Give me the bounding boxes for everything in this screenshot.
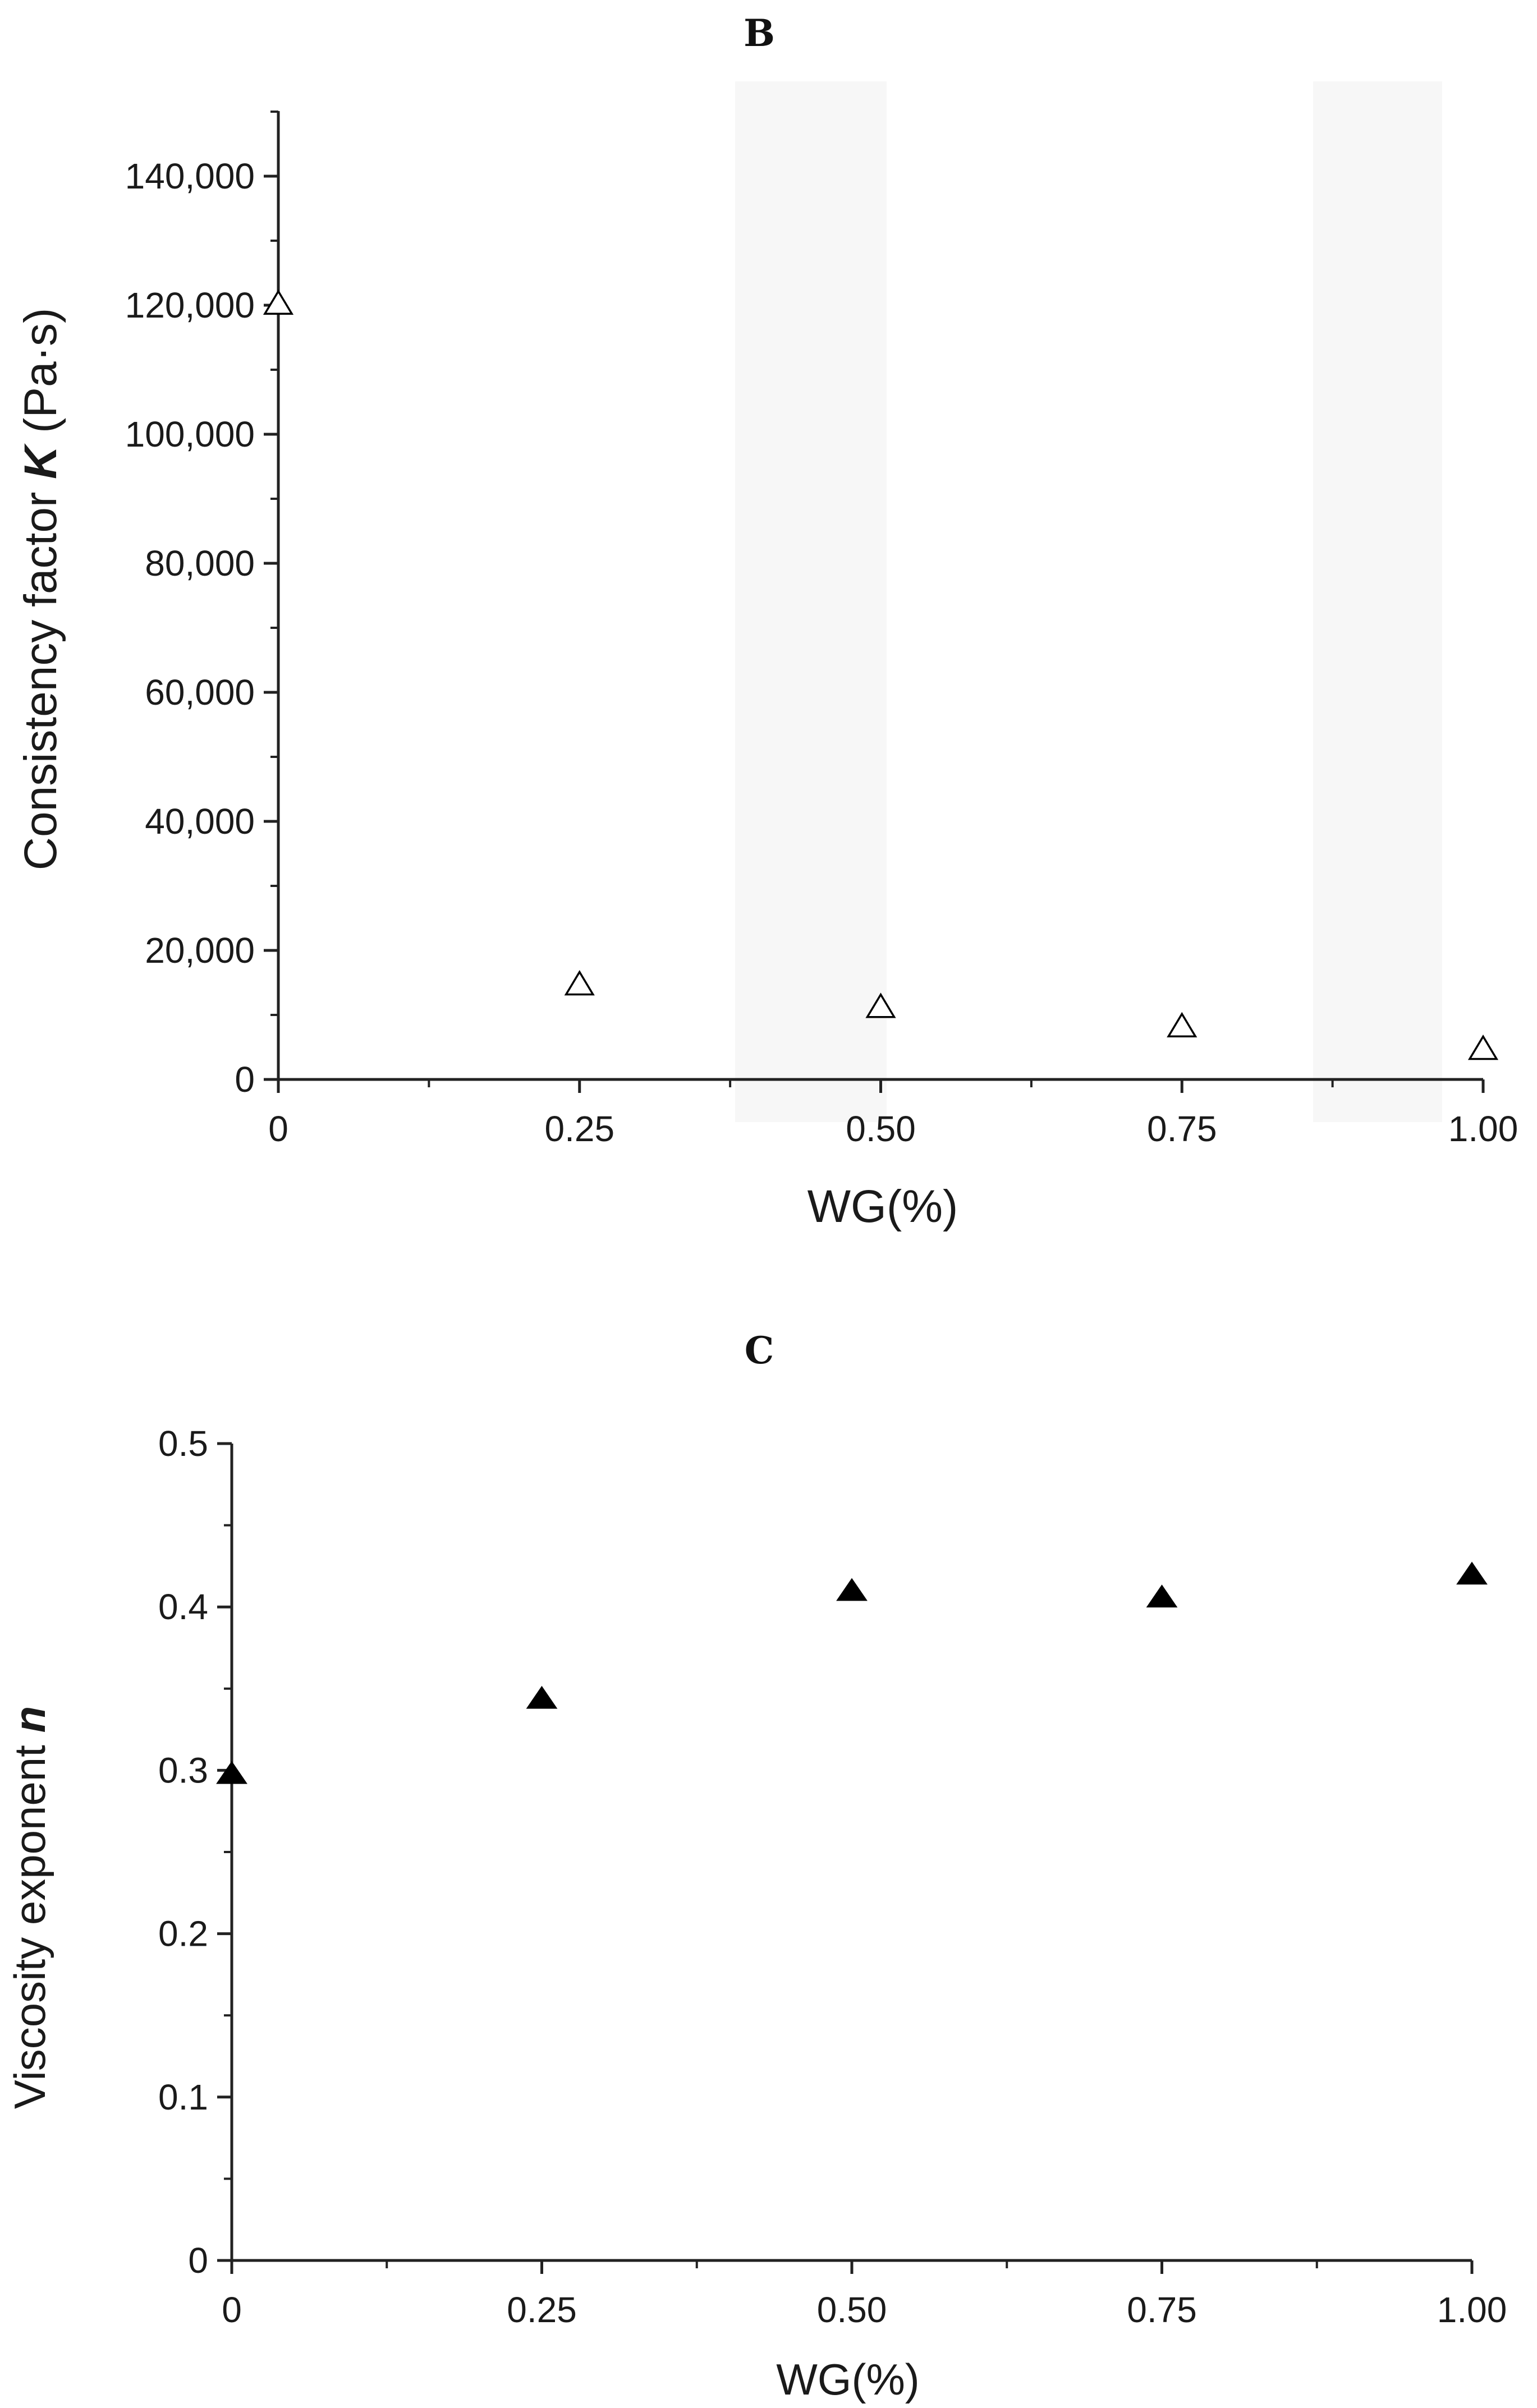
- panel-c-y-tick-label: 0.4: [158, 1587, 208, 1627]
- panel-c-x-tick-label: 0: [222, 2290, 242, 2330]
- background-band: [735, 81, 887, 1122]
- panel-b-y-tick-label: 60,000: [145, 672, 255, 713]
- panel-c-x-tick-label: 1.00: [1437, 2290, 1507, 2330]
- panel-b-x-axis-title: WG(%): [808, 1181, 958, 1232]
- panel-c-data-point: [216, 1761, 247, 1784]
- panel-c-axes: 00.10.20.30.40.50 0.25 0.50 0.75 1.00: [158, 1423, 1507, 2330]
- panel-c-data-point: [836, 1578, 868, 1601]
- panel-b-x-tick-label: 0.75: [1147, 1109, 1217, 1149]
- panel-b-y-tick-label: 100,000: [125, 414, 255, 454]
- panel-b-x-tick-label: 0: [268, 1109, 288, 1149]
- panel-c-y-tick-label: 0: [188, 2240, 208, 2281]
- panel-b-y-tick-label: 0: [235, 1059, 255, 1100]
- panel-c-y-tick-label: 0.2: [158, 1914, 208, 1954]
- panel-c-points: [216, 1561, 1488, 1784]
- panel-b-x-tick-label: 0.25: [544, 1109, 614, 1149]
- panel-b-data-point: [1467, 1035, 1499, 1060]
- panel-c-x-tick-label: 0.75: [1127, 2290, 1197, 2330]
- panel-c-x-axis-title: WG(%): [776, 2355, 920, 2404]
- panel-b-axes: 0 20,000 40,000 60,000 80,000 100,000 120,000 1…: [125, 111, 1518, 1149]
- panel-c-y-title-symbol: n: [5, 1706, 54, 1733]
- panel-c-y-tick-label: 0.1: [158, 2077, 208, 2117]
- panel-b: B 0 20,000 40,000 60,000 80,000 100,000 120,00…: [15, 11, 1518, 1232]
- panel-b-data-point: [564, 970, 595, 996]
- panel-c-x-tick-label: 0.25: [507, 2290, 577, 2330]
- panel-b-y-tick-label: 140,000: [125, 156, 255, 196]
- panel-c-data-point: [526, 1685, 558, 1709]
- background-band: [1313, 81, 1442, 1122]
- panel-b-data-point: [1167, 1012, 1198, 1037]
- panel-b-x-tick-label: 0.50: [846, 1109, 916, 1149]
- panel-c-y-tick-label: 0.3: [158, 1750, 208, 1790]
- panel-b-y-tick-label: 20,000: [145, 930, 255, 971]
- panel-c-letter: C: [745, 1329, 774, 1372]
- panel-b-letter: B: [744, 11, 775, 55]
- panel-b-points: [263, 289, 1499, 1060]
- panel-b-data-point: [263, 289, 294, 315]
- panel-b-y-title-suffix: (Pa·s): [15, 308, 66, 446]
- panel-b-y-title-symbol: K: [15, 443, 66, 479]
- panel-c-y-tick-label: 0.5: [158, 1423, 208, 1464]
- panel-b-y-tick-label: 80,000: [145, 543, 255, 583]
- panel-c-y-axis-title: Viscosity exponent n: [5, 1706, 54, 2109]
- panel-c: C 00.10.20.30.40.50 0.25 0.50 0.75 1.00 WG(%…: [5, 1329, 1507, 2404]
- panel-c-data-point: [1146, 1584, 1178, 1608]
- panel-c-y-title-prefix: Viscosity exponent: [5, 1733, 54, 2110]
- panel-b-y-tick-label: 40,000: [145, 801, 255, 842]
- panel-c-x-tick-label: 0.50: [817, 2290, 887, 2330]
- panel-b-y-tick-label: 120,000: [125, 285, 255, 325]
- panel-b-x-tick-label: 1.00: [1448, 1109, 1518, 1149]
- panel-b-data-point: [865, 992, 896, 1018]
- panel-c-data-point: [1456, 1561, 1488, 1585]
- panel-b-y-title-prefix: Consistency factor: [15, 479, 66, 870]
- panel-b-y-axis-title: Consistency factor K (Pa·s): [15, 308, 66, 871]
